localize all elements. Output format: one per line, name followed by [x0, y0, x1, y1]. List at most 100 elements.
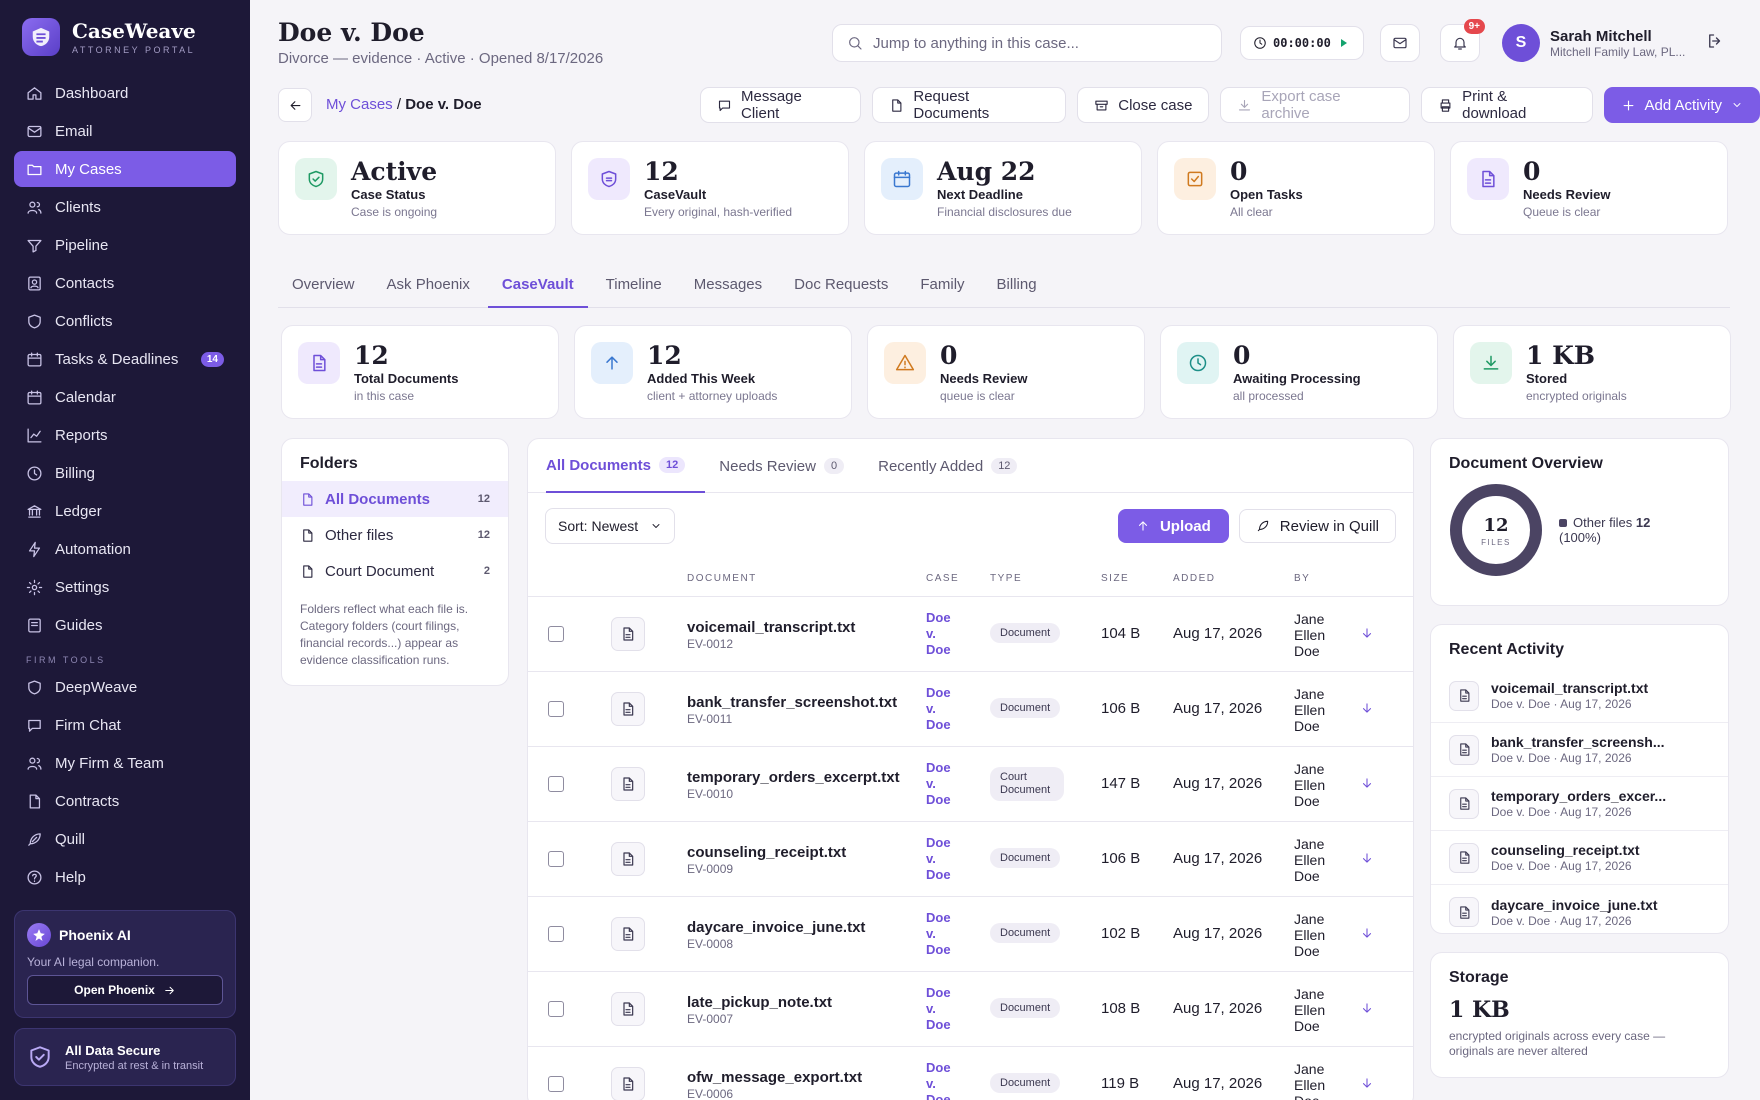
export-archive-button[interactable]: Export case archive [1220, 87, 1411, 123]
download-icon[interactable] [1360, 1001, 1374, 1015]
tab-family[interactable]: Family [920, 276, 965, 293]
search-input[interactable]: Jump to anything in this case... [832, 24, 1222, 62]
download-icon[interactable] [1360, 851, 1374, 865]
column-added[interactable]: ADDED [1173, 573, 1216, 584]
download-icon[interactable] [1360, 776, 1374, 790]
tab-overview[interactable]: Overview [292, 276, 355, 293]
column-document[interactable]: DOCUMENT [687, 573, 757, 584]
document-case-link[interactable]: Doe v. Doe [926, 910, 951, 957]
column-by[interactable]: BY [1294, 573, 1311, 584]
sidebar-item-dashboard[interactable]: Dashboard [14, 75, 236, 111]
document-name[interactable]: late_pickup_note.txt [687, 994, 833, 1011]
recent-activity-item[interactable]: daycare_invoice_june.txt Doe v. Doe · Aug… [1431, 885, 1728, 939]
row-checkbox[interactable] [548, 1001, 564, 1017]
add-activity-button[interactable]: Add Activity [1603, 87, 1760, 123]
column-case[interactable]: CASE [926, 573, 960, 584]
column-type[interactable]: TYPE [990, 573, 1023, 584]
tab-timeline[interactable]: Timeline [605, 276, 662, 293]
tab-casevault[interactable]: CaseVault [487, 268, 588, 308]
sidebar-item-email[interactable]: Email [14, 113, 236, 149]
sidebar-item-settings[interactable]: Settings [14, 569, 236, 605]
document-name[interactable]: voicemail_transcript.txt [687, 619, 856, 636]
sidebar-item-contracts[interactable]: Contracts [14, 783, 236, 819]
folder-item[interactable]: Other files 12 [282, 517, 508, 553]
sidebar-item-conflicts[interactable]: Conflicts [14, 303, 236, 339]
download-icon[interactable] [1360, 701, 1374, 715]
request-documents-button[interactable]: Request Documents [872, 87, 1067, 123]
tab-billing[interactable]: Billing [996, 276, 1037, 293]
column-size[interactable]: SIZE [1101, 573, 1130, 584]
tab-doc-requests[interactable]: Doc Requests [794, 276, 889, 293]
vault-stat-card[interactable]: 1 KB Stored encrypted originals [1453, 325, 1731, 419]
document-case-link[interactable]: Doe v. Doe [926, 610, 951, 657]
case-stat-card[interactable]: 0 Open Tasks All clear [1157, 141, 1435, 235]
document-case-link[interactable]: Doe v. Doe [926, 685, 951, 732]
table-row[interactable]: late_pickup_note.txt EV-0007 Doe v. Doe Doc… [528, 972, 1413, 1047]
row-checkbox[interactable] [548, 626, 564, 642]
document-case-link[interactable]: Doe v. Doe [926, 1060, 951, 1100]
table-row[interactable]: counseling_receipt.txt EV-0009 Doe v. Doe D… [528, 822, 1413, 897]
document-tab[interactable]: Needs Review 0 [719, 439, 864, 493]
document-name[interactable]: counseling_receipt.txt [687, 844, 847, 861]
sidebar-item-deepweave[interactable]: DeepWeave [14, 669, 236, 705]
download-icon[interactable] [1360, 926, 1374, 940]
recent-activity-item[interactable]: counseling_receipt.txt Doe v. Doe · Aug 1… [1431, 831, 1728, 885]
sidebar-item-quill[interactable]: Quill [14, 821, 236, 857]
table-row[interactable]: bank_transfer_screenshot.txt EV-0011 Doe v… [528, 672, 1413, 747]
breadcrumb-my-cases[interactable]: My Cases [326, 96, 393, 113]
folder-item[interactable]: All Documents 12 [282, 481, 508, 517]
vault-stat-card[interactable]: 0 Awaiting Processing all processed [1160, 325, 1438, 419]
close-case-button[interactable]: Close case [1077, 87, 1210, 123]
recent-activity-item[interactable]: bank_transfer_screensh... Doe v. Doe · Au… [1431, 723, 1728, 777]
user-menu[interactable]: S Sarah Mitchell Mitchell Family Law, PL… [1502, 24, 1690, 62]
sort-select[interactable]: Sort: Newest [545, 508, 676, 544]
document-case-link[interactable]: Doe v. Doe [926, 985, 951, 1032]
sidebar-item-guides[interactable]: Guides [14, 607, 236, 643]
document-tab[interactable]: Recently Added 12 [878, 439, 1037, 493]
row-checkbox[interactable] [548, 701, 564, 717]
sidebar-item-firm-chat[interactable]: Firm Chat [14, 707, 236, 743]
row-checkbox[interactable] [548, 1076, 564, 1092]
case-stat-card[interactable]: 0 Needs Review Queue is clear [1450, 141, 1728, 235]
print-download-button[interactable]: Print & download [1421, 87, 1593, 123]
brand[interactable]: CaseWeave ATTORNEY PORTAL [22, 18, 196, 56]
recent-activity-item[interactable]: voicemail_transcript.txt Doe v. Doe · Aug… [1431, 669, 1728, 723]
document-name[interactable]: ofw_message_export.txt [687, 1069, 863, 1086]
vault-stat-card[interactable]: 12 Added This Week client + attorney uploa… [574, 325, 852, 419]
row-checkbox[interactable] [548, 776, 564, 792]
vault-stat-card[interactable]: 0 Needs Review queue is clear [867, 325, 1145, 419]
sidebar-item-calendar[interactable]: Calendar [14, 379, 236, 415]
sidebar-item-automation[interactable]: Automation [14, 531, 236, 567]
document-name[interactable]: temporary_orders_excerpt.txt [687, 769, 900, 786]
table-row[interactable]: ofw_message_export.txt EV-0006 Doe v. Doe D… [528, 1047, 1413, 1100]
message-client-button[interactable]: Message Client [700, 87, 862, 123]
inbox-button[interactable] [1380, 24, 1420, 62]
vault-stat-card[interactable]: 12 Total Documents in this case [281, 325, 559, 419]
sidebar-item-reports[interactable]: Reports [14, 417, 236, 453]
back-button[interactable] [278, 88, 312, 122]
table-row[interactable]: temporary_orders_excerpt.txt EV-0010 Doe v… [528, 747, 1413, 822]
sidebar-item-tasks-deadlines[interactable]: Tasks & Deadlines 14 [14, 341, 236, 377]
time-tracker[interactable]: 00:00:00 [1240, 26, 1364, 60]
document-tab[interactable]: All Documents 12 [546, 439, 706, 493]
tab-ask-phoenix[interactable]: Ask Phoenix [386, 276, 470, 293]
document-case-link[interactable]: Doe v. Doe [926, 835, 951, 882]
document-name[interactable]: bank_transfer_screenshot.txt [687, 694, 898, 711]
download-icon[interactable] [1360, 626, 1374, 640]
sidebar-item-pipeline[interactable]: Pipeline [14, 227, 236, 263]
sidebar-item-help[interactable]: Help [14, 859, 236, 895]
document-name[interactable]: daycare_invoice_june.txt [687, 919, 866, 936]
sidebar-item-clients[interactable]: Clients [14, 189, 236, 225]
folder-item[interactable]: Court Document 2 [282, 553, 508, 589]
logout-button[interactable] [1706, 32, 1724, 50]
row-checkbox[interactable] [548, 851, 564, 867]
recent-activity-item[interactable]: temporary_orders_excer... Doe v. Doe · Au… [1431, 777, 1728, 831]
case-stat-card[interactable]: 12 CaseVault Every original, hash-verified [571, 141, 849, 235]
download-icon[interactable] [1360, 1076, 1374, 1090]
tab-messages[interactable]: Messages [693, 276, 763, 293]
sidebar-item-my-cases[interactable]: My Cases [14, 151, 236, 187]
sidebar-item-contacts[interactable]: Contacts [14, 265, 236, 301]
upload-button[interactable]: Upload [1117, 509, 1229, 543]
play-icon[interactable] [1340, 39, 1347, 47]
table-row[interactable]: voicemail_transcript.txt EV-0012 Doe v. Do… [528, 597, 1413, 672]
